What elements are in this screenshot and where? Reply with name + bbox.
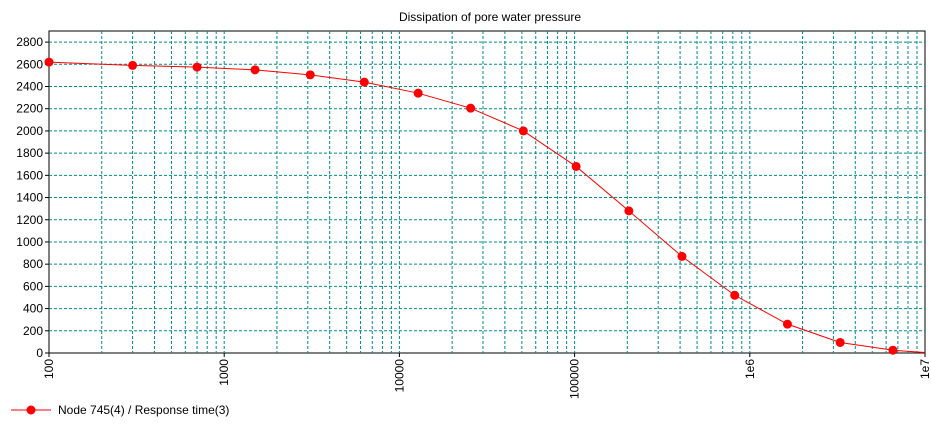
data-point bbox=[835, 337, 845, 347]
x-tick-label: 1e7 bbox=[918, 359, 931, 379]
data-point bbox=[305, 70, 315, 80]
data-point bbox=[250, 65, 260, 75]
data-point bbox=[44, 57, 54, 67]
y-tick-label: 200 bbox=[23, 324, 43, 338]
x-tick-label: 100 bbox=[42, 359, 56, 379]
y-tick-label: 1600 bbox=[16, 168, 43, 182]
y-tick-label: 1000 bbox=[16, 235, 43, 249]
y-tick-label: 2000 bbox=[16, 124, 43, 138]
data-point bbox=[624, 206, 634, 216]
y-tick-label: 2200 bbox=[16, 102, 43, 116]
series-layer bbox=[44, 57, 926, 355]
y-tick-label: 2400 bbox=[16, 80, 43, 94]
data-point bbox=[888, 345, 898, 355]
x-tick-label: 1e6 bbox=[743, 359, 757, 379]
data-point bbox=[518, 126, 528, 136]
data-point bbox=[677, 251, 687, 261]
y-tick-label: 2600 bbox=[16, 57, 43, 71]
data-point bbox=[192, 62, 202, 72]
data-point bbox=[466, 103, 476, 113]
legend: Node 745(4) / Response time(3) bbox=[11, 403, 229, 417]
legend-marker bbox=[26, 405, 36, 415]
data-point bbox=[413, 88, 423, 98]
legend-label: Node 745(4) / Response time(3) bbox=[58, 403, 229, 417]
grid-lines bbox=[49, 31, 925, 353]
x-tick-label: 100000 bbox=[568, 359, 582, 399]
x-tick-label: 1000 bbox=[217, 359, 231, 386]
plot-area bbox=[48, 30, 926, 354]
x-axis: 100 1000 10000 100000 1e6 1e7 bbox=[42, 353, 931, 399]
data-point bbox=[359, 77, 369, 87]
y-tick-label: 0 bbox=[36, 346, 43, 360]
y-tick-label: 1800 bbox=[16, 146, 43, 160]
y-axis: 0 200 400 600 800 1000 1200 1400 1600 1800 2000 220… bbox=[16, 35, 49, 360]
y-tick-label: 600 bbox=[23, 279, 43, 293]
data-point bbox=[730, 290, 740, 300]
y-tick-label: 2800 bbox=[16, 35, 43, 49]
y-tick-label: 1400 bbox=[16, 191, 43, 205]
data-point bbox=[782, 319, 792, 329]
y-tick-label: 1200 bbox=[16, 213, 43, 227]
x-tick-label: 10000 bbox=[392, 359, 406, 393]
data-point bbox=[128, 60, 138, 70]
chart-title: Dissipation of pore water pressure bbox=[399, 10, 581, 24]
y-tick-label: 800 bbox=[23, 257, 43, 271]
data-point bbox=[571, 161, 581, 171]
y-tick-label: 400 bbox=[23, 302, 43, 316]
